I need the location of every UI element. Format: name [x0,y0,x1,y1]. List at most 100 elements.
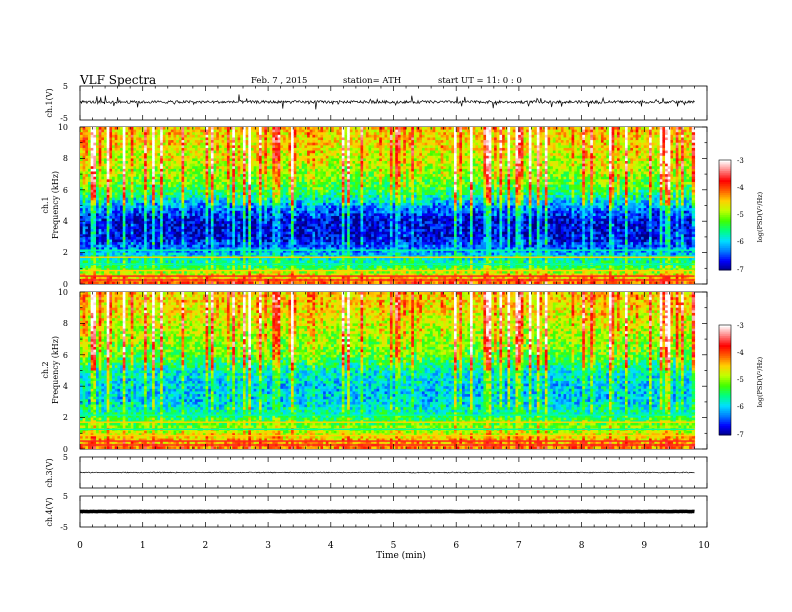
spectrogram-cell [192,197,196,201]
spectrogram-cell [291,179,295,183]
spectrogram-cell [269,234,273,238]
spectrogram-cell [253,181,257,186]
spectrogram-cell [186,197,191,201]
spectrogram-cell [96,137,100,141]
spectrogram-cell [112,202,116,207]
spectrogram-cell [197,218,201,222]
spectrogram-cell [221,265,225,269]
spectrogram-cell [117,234,121,238]
spectrogram-cell [160,252,164,256]
spectrogram-cell [202,242,207,246]
spectrogram-cell [165,208,169,212]
spectrogram-cell [106,257,110,262]
spectrogram-cell [101,223,105,228]
spectrogram-cell [130,192,135,196]
spectrogram-cell [213,140,217,144]
spectrogram-cell [299,166,303,170]
spectrogram-cell [221,226,225,230]
spectrogram-cell [186,208,191,212]
spectrogram-cell [149,281,153,284]
spectrogram-cell [232,221,236,225]
spectrogram-cell [154,273,159,277]
spectrogram-cell [101,153,105,157]
spectrogram-cell [128,231,132,235]
spectrogram-cell [234,189,239,194]
spectrogram-cell [88,181,92,186]
spectrogram-cell [253,205,257,209]
spectrogram-cell [291,161,295,165]
spectrogram-cell [149,140,153,144]
spectrogram-cell [88,195,92,199]
spectrogram-cell [232,239,236,243]
spectrogram-cell [168,155,172,159]
spectrogram-cell [101,132,105,136]
spectrogram-cell [128,187,132,191]
spectrogram-cell [275,242,279,246]
spectrogram-cell [90,150,94,154]
spectrogram-cell [130,168,135,173]
spectrogram-cell [117,200,121,204]
spectrogram-cell [168,252,172,256]
spectrogram-cell [192,161,196,165]
spectrogram-cell [269,192,273,196]
spectrogram-cell [101,127,105,131]
spectrogram-cell [141,270,145,275]
spectrogram-cell [194,171,199,175]
spectrogram-cell [114,218,118,222]
spectrogram-cell [184,236,188,241]
spectrogram-cell [146,168,151,173]
spectrogram-cell [85,129,89,133]
spectrogram-cell [250,147,255,152]
spectrogram-cell [125,174,129,178]
spectrogram-cell [253,223,257,228]
spectrogram-cell [275,205,279,209]
spectrogram-cell [192,176,196,180]
spectrogram-cell [192,127,196,131]
spectrogram-cell [267,187,271,191]
spectrogram-cell [213,134,217,139]
spectrogram-cell [106,242,110,246]
spectrogram-cell [288,215,292,220]
spectrogram-cell [218,179,223,183]
spectrogram-cell [160,176,164,180]
spectrogram-cell [136,171,140,175]
spectrogram-cell [237,179,241,183]
spectrogram-cell [202,239,207,243]
spectrogram-cell [242,134,247,139]
spectrogram-cell [192,195,196,199]
spectrogram-cell [141,142,145,146]
spectrogram-cell [208,247,212,251]
spectrogram-cell [197,221,201,225]
spectrogram-cell [261,260,265,264]
spectrogram-cell [184,281,188,284]
spectrogram-cell [291,208,295,212]
spectrogram-cell [173,244,177,248]
spectrogram-cell [234,168,239,173]
spectrogram-cell [213,163,217,167]
spectrogram-cell [208,242,212,246]
spectrogram-cell [96,127,100,131]
spectrogram-cell [202,171,207,175]
spectrogram-cell [136,239,140,243]
spectrogram-cell [245,236,249,241]
spectrogram-cell [224,150,228,154]
spectrogram-cell [93,184,97,188]
spectrogram-cell [283,192,287,196]
spectrogram-cell [128,218,132,222]
spectrogram-cell [280,205,284,209]
spectrogram-cell [178,221,183,225]
spectrogram-cell [186,210,191,214]
spectrogram-cell [218,145,223,149]
spectrogram-cell [165,195,169,199]
spectrogram-cell [275,168,279,173]
spectrogram-cell [141,247,145,251]
spectrogram-cell [234,187,239,191]
spectrogram-cell [261,229,265,233]
spectrogram-cell [160,137,164,141]
spectrogram-cell [80,181,84,186]
spectrogram-cell [96,239,100,243]
spectrogram-cell [80,205,84,209]
spectrogram-cell [229,276,233,280]
spectrogram-cell [213,210,217,214]
spectrogram-cell [130,276,135,280]
